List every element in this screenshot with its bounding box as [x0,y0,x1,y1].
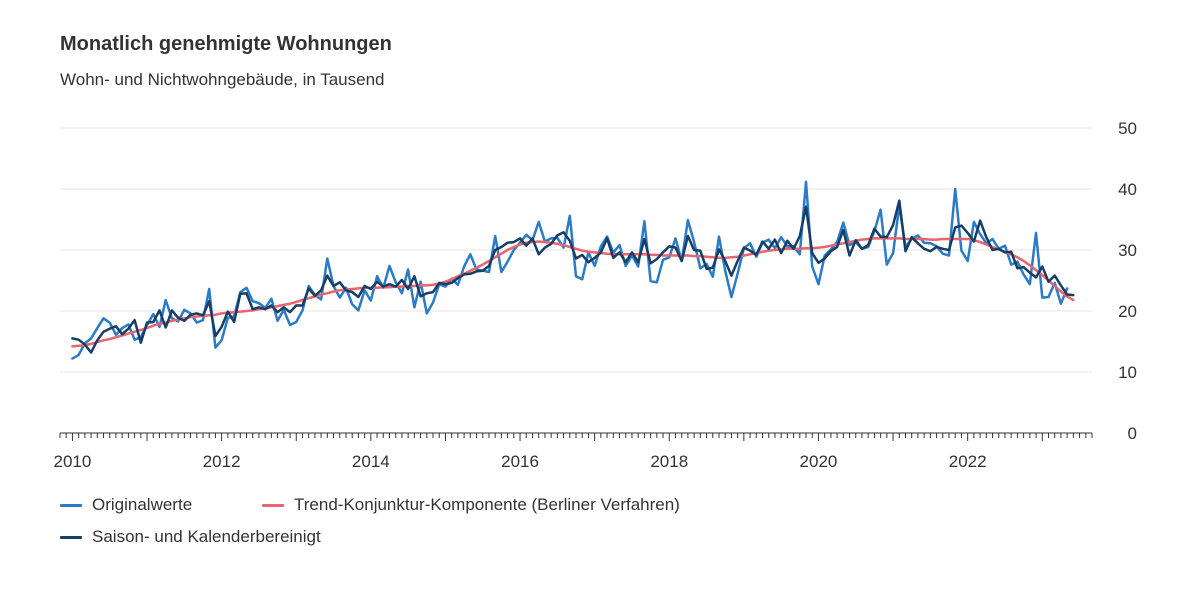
y-tick-label: 20 [1118,302,1137,321]
legend-label: Originalwerte [92,495,193,514]
legend-label: Trend-Konjunktur-Komponente (Berliner Ve… [294,495,680,514]
y-tick-label: 30 [1118,241,1137,260]
legend-item-saisonbereinigt: Saison- und Kalenderbereinigt [60,527,321,547]
x-tick-label: 2018 [650,452,688,471]
chart-subtitle: Wohn- und Nichtwohngebäude, in Tausend [60,70,385,89]
y-tick-label: 10 [1118,363,1137,382]
legend-item-trend: Trend-Konjunktur-Komponente (Berliner Ve… [262,495,680,515]
legend-swatch [60,535,82,539]
y-tick-label: 40 [1118,180,1137,199]
y-axis-labels: 0 10 20 30 40 50 [1118,119,1137,443]
y-tick-label: 50 [1118,119,1137,138]
legend-swatch [60,503,82,507]
legend-label: Saison- und Kalenderbereinigt [92,527,321,546]
x-tick-label: 2020 [800,452,838,471]
series-line-originalwerte [71,180,1069,360]
series-lines [71,180,1075,360]
x-tick-label: 2010 [54,452,92,471]
x-tick-label: 2014 [352,452,390,471]
x-tick-label: 2012 [203,452,241,471]
x-tick-label: 2016 [501,452,539,471]
legend-swatch [262,503,284,507]
y-tick-label: 0 [1128,424,1137,443]
chart-title: Monatlich genehmigte Wohnungen [60,33,392,55]
legend-item-originalwerte: Originalwerte [60,495,192,515]
x-tick-label: 2022 [949,452,987,471]
series-line-saisonbereinigt [71,199,1075,354]
x-axis: 2010 2012 2014 2016 2018 2020 2022 [54,432,1093,471]
